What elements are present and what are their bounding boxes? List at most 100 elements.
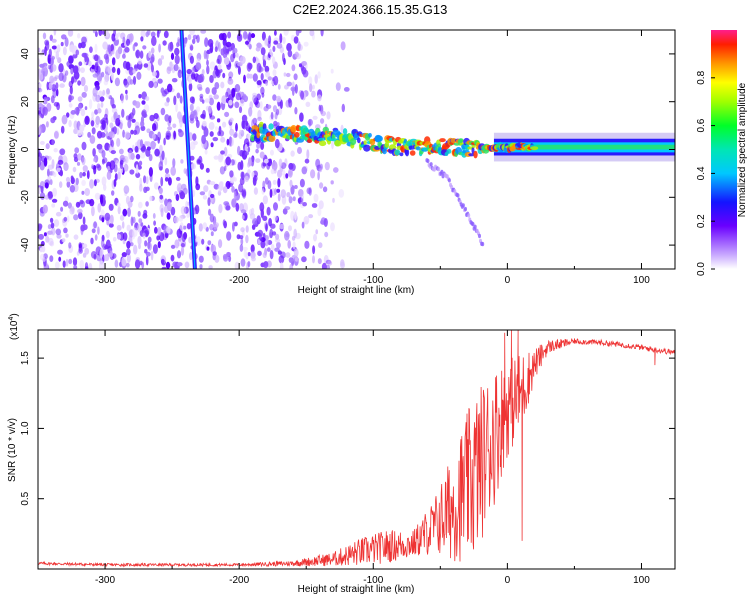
snr-x-axis: -300 -200 -100 0 100 [37, 330, 650, 586]
noise-blob [160, 258, 165, 264]
noise-blob [154, 226, 158, 234]
noise-blob [211, 87, 217, 95]
noise-blob [68, 103, 73, 108]
noise-blob [235, 92, 241, 101]
noise-blob [94, 234, 98, 241]
noise-blob [285, 252, 291, 258]
noise-blob [78, 61, 83, 66]
noise-blob [116, 67, 121, 76]
noise-blob [49, 34, 53, 41]
noise-blob [132, 107, 136, 116]
noise-blob [204, 149, 208, 155]
noise-blob [81, 190, 85, 195]
noise-blob [89, 135, 96, 144]
spectrogram-y-axis: -40 -20 0 20 40 [20, 48, 675, 252]
noise-blob [304, 240, 310, 249]
tail-blob [461, 203, 465, 208]
noise-blob [209, 181, 216, 186]
noise-blob [51, 64, 57, 72]
snr-multiplier-exponent: 4 [8, 317, 15, 321]
noise-blob [202, 222, 207, 230]
noise-blob [49, 171, 53, 176]
noise-blob [83, 243, 88, 248]
noise-blob [89, 179, 95, 189]
noise-blob [119, 148, 124, 155]
noise-blob [310, 169, 316, 179]
noise-blob [231, 186, 235, 193]
signal-blob [405, 148, 410, 157]
noise-blob [154, 148, 160, 157]
noise-blob [213, 94, 219, 100]
noise-blob [122, 53, 126, 59]
noise-blob [51, 203, 56, 208]
noise-blob [143, 175, 147, 184]
noise-blob [48, 48, 52, 57]
noise-blob [223, 220, 227, 229]
noise-blob [272, 45, 276, 53]
noise-blob [198, 155, 203, 166]
noise-blob [140, 222, 144, 227]
noise-blob [213, 155, 219, 160]
noise-blob [120, 93, 124, 104]
noise-blob [149, 195, 153, 202]
noise-blob [262, 195, 268, 205]
noise-blob [177, 69, 183, 79]
noise-blob [109, 137, 113, 146]
noise-blob [173, 130, 177, 140]
noise-blob [72, 166, 77, 173]
noise-blob [189, 55, 194, 64]
noise-blob [268, 217, 272, 227]
noise-blob [196, 83, 203, 90]
noise-blob [311, 90, 316, 98]
noise-blob [54, 75, 59, 80]
noise-blob [158, 43, 162, 53]
noise-blob [228, 99, 233, 106]
tail-blob [471, 222, 475, 227]
noise-blob [264, 55, 268, 61]
noise-blob [280, 189, 286, 199]
noise-blob [76, 161, 81, 166]
noise-blob [301, 166, 308, 175]
noise-blob [61, 238, 66, 243]
noise-blob [261, 188, 265, 195]
noise-blob [277, 193, 281, 202]
signal-blob [363, 140, 367, 146]
signal-band-core [493, 144, 675, 150]
noise-blob [63, 162, 69, 172]
noise-blob [82, 252, 87, 258]
snr-plot-area [38, 330, 675, 569]
noise-blob [340, 261, 345, 269]
noise-blob [252, 73, 258, 82]
signal-blob [342, 128, 348, 135]
signal-blob [293, 131, 300, 138]
noise-blob [125, 38, 131, 46]
noise-blob [222, 72, 226, 79]
noise-blob [180, 159, 184, 164]
noise-blob [263, 158, 269, 164]
signal-blob [471, 146, 475, 155]
noise-blob [264, 237, 269, 247]
colorbar-tick-label: 0.2 [696, 214, 707, 228]
noise-blob [238, 106, 243, 114]
tail-blob [437, 167, 441, 172]
noise-blob [326, 264, 330, 269]
noise-blob [222, 53, 228, 59]
noise-blob [288, 97, 292, 104]
noise-blob [270, 149, 274, 156]
snr-panel: -300 -200 -100 0 100 0.5 1.0 1.5 Height of str… [7, 313, 676, 595]
noise-blob [139, 260, 143, 266]
noise-blob [264, 177, 269, 185]
noise-blob [257, 239, 261, 245]
noise-blob [84, 188, 90, 196]
noise-blob [133, 64, 139, 69]
noise-blob [251, 171, 255, 178]
noise-blob [123, 163, 129, 172]
spectrogram-x-axis: -300 -200 -100 0 100 [37, 30, 650, 286]
noise-blob [66, 60, 72, 68]
noise-blob [116, 137, 121, 147]
spectrogram-ylabel: Frequency (Hz) [7, 116, 18, 185]
noise-blob [146, 128, 151, 134]
noise-blob [210, 231, 214, 237]
noise-blob [209, 42, 214, 53]
noise-blob [42, 204, 48, 214]
